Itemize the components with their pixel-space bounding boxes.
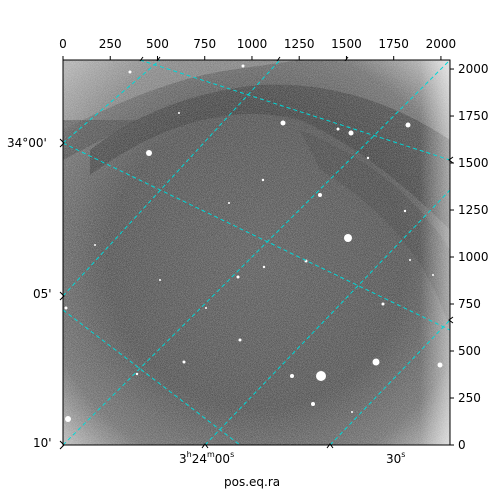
top-tick-label-4: 1000 xyxy=(237,37,268,51)
coordinate-grid xyxy=(63,60,450,445)
dec-label-1: 05' xyxy=(33,287,52,301)
top-tick-label-3: 750 xyxy=(193,37,216,51)
top-tick-label-8: 2000 xyxy=(426,37,457,51)
right-tick-label-7: 1750 xyxy=(458,109,489,123)
right-tick-label-1: 250 xyxy=(458,391,481,405)
right-tick-label-4: 1000 xyxy=(458,250,489,264)
top-pixel-axis xyxy=(62,56,442,60)
sky-image xyxy=(63,60,450,445)
right-tick-label-8: 2000 xyxy=(458,62,489,76)
dec-label-0: 34°00' xyxy=(7,136,47,150)
wcs-ticks xyxy=(59,56,454,450)
top-tick-label-2: 500 xyxy=(146,37,169,51)
top-tick-label-1: 250 xyxy=(99,37,122,51)
top-tick-label-7: 1750 xyxy=(378,37,409,51)
ra-label-secondary: 30s xyxy=(386,450,406,466)
top-tick-label-5: 1250 xyxy=(284,37,315,51)
right-tick-label-2: 500 xyxy=(458,344,481,358)
right-pixel-axis xyxy=(450,68,454,446)
top-tick-label-0: 0 xyxy=(59,37,67,51)
right-tick-label-6: 1500 xyxy=(458,156,489,170)
ra-label-main: 3h24m00s xyxy=(179,450,235,466)
right-tick-label-3: 750 xyxy=(458,297,481,311)
x-axis-label: pos.eq.ra xyxy=(224,475,281,489)
dec-label-2: 10' xyxy=(33,436,52,450)
right-tick-label-0: 0 xyxy=(458,438,466,452)
top-tick-label-6: 1500 xyxy=(331,37,362,51)
right-tick-label-5: 1250 xyxy=(458,203,489,217)
plot-frame xyxy=(62,59,451,446)
